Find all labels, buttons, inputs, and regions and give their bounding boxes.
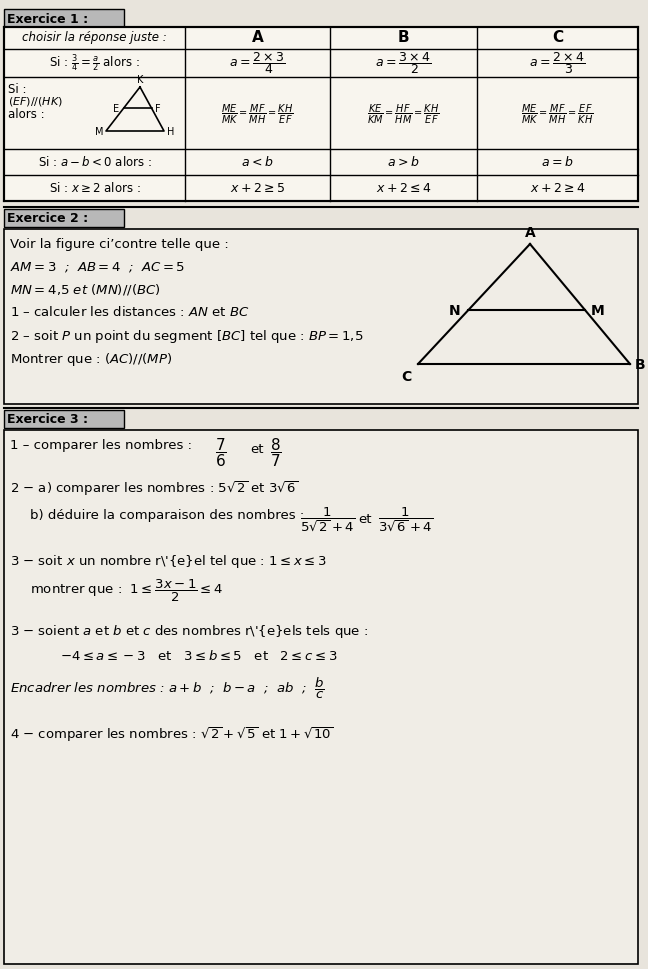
Text: $\dfrac{7}{6}$: $\dfrac{7}{6}$ (215, 435, 227, 468)
Text: $AM = 3$  ;  $AB = 4$  ;  $AC = 5$: $AM = 3$ ; $AB = 4$ ; $AC = 5$ (10, 260, 185, 273)
Text: $a = \dfrac{3 \times 4}{2}$: $a = \dfrac{3 \times 4}{2}$ (375, 50, 432, 76)
Text: $\dfrac{8}{7}$: $\dfrac{8}{7}$ (270, 435, 282, 468)
Text: B: B (635, 358, 645, 372)
Text: B: B (398, 29, 410, 45)
Text: 3 $-$ soit $x$ un nombre r\'{e}el tel que : $1 \leq x \leq 3$: 3 $-$ soit $x$ un nombre r\'{e}el tel qu… (10, 552, 327, 570)
Text: 3 $-$ soient $a$ et $b$ et $c$ des nombres r\'{e}els tels que :: 3 $-$ soient $a$ et $b$ et $c$ des nombr… (10, 622, 368, 640)
Text: Si :: Si : (8, 83, 27, 96)
Text: K: K (137, 75, 143, 85)
Text: $MN = 4{,}5$ et $(MN)//(BC)$: $MN = 4{,}5$ et $(MN)//(BC)$ (10, 282, 161, 297)
Text: et: et (358, 513, 371, 525)
Text: H: H (167, 127, 174, 137)
Text: montrer que :  $1 \leq \dfrac{3x-1}{2} \leq 4$: montrer que : $1 \leq \dfrac{3x-1}{2} \l… (30, 578, 223, 604)
Text: alors :: alors : (8, 108, 45, 121)
Text: Voir la figure ci’contre telle que :: Voir la figure ci’contre telle que : (10, 237, 229, 251)
Text: $\dfrac{1}{5\sqrt{2}+4}$: $\dfrac{1}{5\sqrt{2}+4}$ (300, 506, 355, 534)
Text: $x + 2 \geq 4$: $x + 2 \geq 4$ (529, 181, 585, 195)
Text: Exercice 3 :: Exercice 3 : (7, 413, 88, 425)
Text: $a > b$: $a > b$ (388, 155, 420, 169)
Text: 1 – calculer les distances : $AN$ et $BC$: 1 – calculer les distances : $AN$ et $BC… (10, 304, 249, 319)
Text: Si : $a - b < 0$ alors :: Si : $a - b < 0$ alors : (38, 155, 152, 169)
Text: Exercice 2 :: Exercice 2 : (7, 212, 88, 225)
Bar (4, 209, 124, 228)
Text: $-4 \leq a \leq -3$   et   $3 \leq b \leq 5$   et   $2 \leq c \leq 3$: $-4 \leq a \leq -3$ et $3 \leq b \leq 5$… (60, 648, 338, 663)
Text: N: N (449, 303, 460, 318)
Text: A: A (251, 29, 263, 45)
Text: $a = \dfrac{2 \times 3}{4}$: $a = \dfrac{2 \times 3}{4}$ (229, 50, 286, 76)
Text: $(EF)//(HK)$: $(EF)//(HK)$ (8, 95, 63, 108)
Text: $x + 2 \geq 5$: $x + 2 \geq 5$ (230, 181, 285, 195)
Text: 1 – comparer les nombres :: 1 – comparer les nombres : (10, 439, 196, 452)
Text: Si : $\frac{3}{4} = \frac{a}{2}$ alors :: Si : $\frac{3}{4} = \frac{a}{2}$ alors : (49, 52, 140, 74)
Text: 4 $-$ comparer les nombres : $\sqrt{2}+\sqrt{5}$ et $1+\sqrt{10}$: 4 $-$ comparer les nombres : $\sqrt{2}+\… (10, 724, 334, 743)
Text: choisir la réponse juste :: choisir la réponse juste : (22, 30, 167, 44)
Text: $a = \dfrac{2 \times 4}{3}$: $a = \dfrac{2 \times 4}{3}$ (529, 50, 586, 76)
Text: $\dfrac{1}{3\sqrt{6}+4}$: $\dfrac{1}{3\sqrt{6}+4}$ (378, 506, 434, 534)
Text: $x + 2 \leq 4$: $x + 2 \leq 4$ (376, 181, 432, 195)
Text: 2 $-$ a) comparer les nombres : $5\sqrt{2}$ et $3\sqrt{6}$: 2 $-$ a) comparer les nombres : $5\sqrt{… (10, 479, 299, 497)
Text: Encadrer les nombres : $a+b$  ;  $b-a$  ;  $ab$  ;  $\dfrac{b}{c}$: Encadrer les nombres : $a+b$ ; $b-a$ ; $… (10, 675, 325, 701)
Text: E: E (113, 104, 119, 114)
Text: C: C (552, 29, 563, 45)
Text: Si : $x \geq 2$ alors :: Si : $x \geq 2$ alors : (49, 181, 141, 195)
Text: $\dfrac{KE}{KM}=\dfrac{HF}{HM}=\dfrac{KH}{EF}$: $\dfrac{KE}{KM}=\dfrac{HF}{HM}=\dfrac{KH… (367, 103, 440, 125)
Text: Exercice 1 :: Exercice 1 : (7, 13, 88, 26)
Bar (4, 28, 638, 202)
Bar (4, 230, 638, 405)
Text: M: M (591, 303, 605, 318)
Text: Montrer que : $(AC)//(MP)$: Montrer que : $(AC)//(MP)$ (10, 351, 172, 367)
Text: et: et (250, 443, 264, 455)
Text: $\dfrac{ME}{MK}=\dfrac{MF}{MH}=\dfrac{EF}{KH}$: $\dfrac{ME}{MK}=\dfrac{MF}{MH}=\dfrac{EF… (521, 103, 594, 125)
Text: b) déduire la comparaison des nombres :: b) déduire la comparaison des nombres : (30, 509, 308, 521)
Bar (4, 430, 638, 964)
Text: $\dfrac{ME}{MK}=\dfrac{MF}{MH}=\dfrac{KH}{EF}$: $\dfrac{ME}{MK}=\dfrac{MF}{MH}=\dfrac{KH… (221, 103, 294, 125)
Text: F: F (154, 104, 160, 114)
Text: 2 – soit $P$ un point du segment $[BC]$ tel que : $BP = 1{,}5$: 2 – soit $P$ un point du segment $[BC]$ … (10, 328, 364, 345)
Bar (4, 10, 124, 28)
Text: A: A (525, 226, 535, 239)
Bar (4, 411, 124, 428)
Text: $a = b$: $a = b$ (541, 155, 573, 169)
Text: M: M (95, 127, 103, 137)
Text: C: C (402, 369, 412, 384)
Text: $a < b$: $a < b$ (241, 155, 273, 169)
